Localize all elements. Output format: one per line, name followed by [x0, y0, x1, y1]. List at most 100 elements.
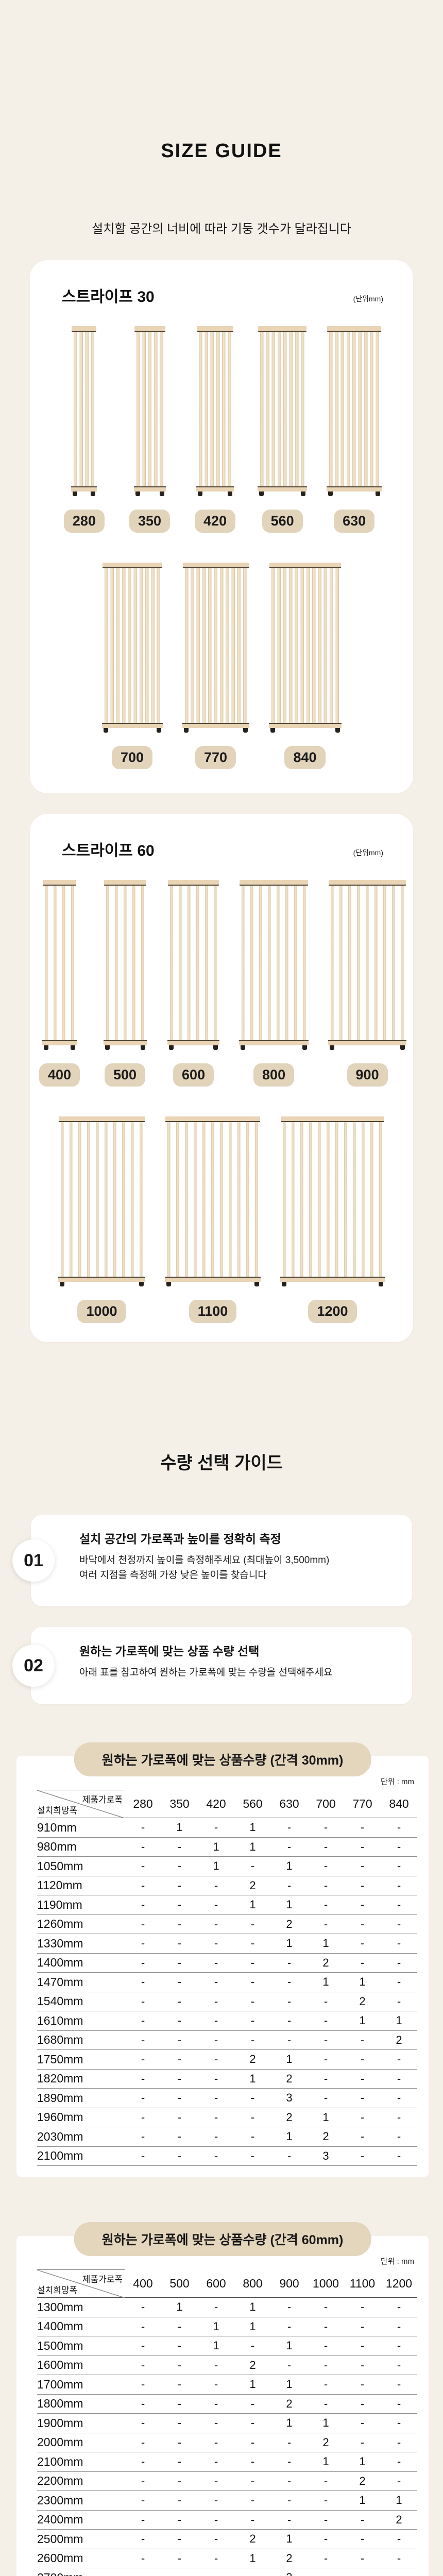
quantity-cell: - — [397, 2474, 401, 2487]
quantity-cell: 1 — [322, 2455, 329, 2468]
quantity-cell: - — [250, 2033, 255, 2046]
quantity-cell: - — [141, 2072, 145, 2085]
table-row: 1190mm - - - 1 1 - - - — [37, 1895, 417, 1915]
stripe-60-unit-note: (단위mm) — [353, 849, 383, 857]
partition-foot-right — [70, 1045, 75, 1050]
partition-slats — [170, 886, 217, 1040]
row-label: 1260mm — [37, 1917, 83, 1931]
quantity-cell: - — [250, 2149, 255, 2162]
row-label: 1050mm — [37, 1859, 83, 1873]
quantity-cell: 1 — [286, 1898, 293, 1911]
row-label: 1330mm — [37, 1936, 83, 1950]
quantity-cell: 2 — [286, 2072, 293, 2085]
quantity-cell: - — [214, 2130, 218, 2143]
quantity-cell: 1 — [359, 1975, 366, 1989]
corner-label-product-width: 제품가로폭 — [82, 1794, 123, 1805]
quantity-cell: - — [250, 1917, 255, 1930]
product-width-label: 840 — [284, 746, 326, 769]
quantity-cell: - — [360, 2149, 365, 2162]
row-label: 2500mm — [37, 2532, 83, 2546]
quantity-cell: - — [177, 1917, 182, 1930]
quantity-cell: - — [287, 2455, 292, 2468]
quantity-cell: - — [397, 2358, 401, 2371]
quantity-cell: - — [397, 1878, 401, 1892]
partition-top-bar — [72, 326, 97, 332]
quantity-cell: 1 — [286, 2416, 293, 2430]
quantity-cell: - — [287, 2474, 292, 2487]
quantity-cell: 1 — [396, 2014, 402, 2027]
partition-foot-right — [301, 492, 306, 496]
quantity-cell: - — [323, 2474, 328, 2487]
product-width-label: 420 — [195, 510, 236, 533]
table-row: 1540mm - - - - - - 2 - — [37, 1992, 417, 2011]
quantity-cell: - — [397, 1956, 401, 1969]
partition-top-bar — [240, 880, 309, 886]
quantity-cell: - — [214, 2378, 218, 2391]
quantity-cell: - — [177, 2072, 182, 2085]
quantity-cell: - — [250, 2435, 255, 2449]
quantity-cell: - — [214, 2416, 218, 2430]
quantity-cell: - — [360, 2513, 365, 2526]
partition-image — [239, 880, 309, 1050]
quantity-cell: - — [397, 2149, 401, 2162]
table-row: 1400mm - - - - - 2 - - — [37, 1954, 417, 1973]
partition-image — [268, 563, 342, 733]
quantity-cell: - — [177, 1994, 182, 2008]
quantity-cell: - — [214, 1821, 218, 1834]
table-header-row: 제품가로폭 설치희망폭 280 350 420 560 630 700 770 840 — [37, 1789, 417, 1818]
partition-slats — [61, 1122, 143, 1277]
corner-label-desired-width: 설치희망폭 — [37, 2285, 78, 2295]
quantity-cell: - — [214, 2435, 218, 2449]
partition-image — [258, 326, 308, 496]
partition-foot-left — [328, 492, 333, 496]
step-2-card: 02 원하는 가로폭에 맞는 상품 수량 선택 아래 표를 참고하여 원하는 가… — [12, 1627, 412, 1704]
table-column-header: 1100 — [349, 2276, 376, 2290]
row-label: 1400mm — [37, 1956, 83, 1970]
partition-top-bar — [102, 563, 162, 568]
quantity-table-30mm-unit: 단위 : mm — [380, 1777, 414, 1786]
quantity-cell: - — [287, 1956, 292, 1969]
partition-foot-left — [282, 1282, 286, 1286]
quantity-cell: - — [177, 1956, 182, 1969]
step-1-card: 01 설치 공간의 가로폭과 높이를 정확히 측정 바닥에서 천정까지 높이를 … — [12, 1515, 412, 1606]
step-2-number-badge: 02 — [12, 1645, 55, 1687]
partition-image — [167, 880, 220, 1050]
quantity-cell: 1 — [322, 1937, 329, 1950]
quantity-cell: - — [177, 1840, 182, 1853]
quantity-cell: - — [287, 2435, 292, 2449]
quantity-cell: - — [360, 2130, 365, 2143]
quantity-cell: - — [141, 2532, 145, 2546]
partition-foot-left — [135, 492, 140, 496]
quantity-cell: - — [323, 2494, 328, 2507]
product-width-label: 800 — [253, 1063, 295, 1087]
partition-foot-right — [335, 728, 340, 733]
table-row: 1890mm - - - - 3 - - - — [37, 2089, 417, 2108]
quantity-cell: - — [141, 2319, 145, 2333]
row-label: 1800mm — [37, 2397, 83, 2411]
quantity-cell: - — [323, 2319, 328, 2333]
partition-image — [327, 326, 382, 496]
quantity-cell: - — [323, 2300, 328, 2314]
quantity-cell: - — [344, 2571, 381, 2576]
partition-foot-right — [91, 492, 96, 496]
stripe-30-title: 스트라이프 30 — [62, 289, 155, 306]
partition-slats — [331, 886, 404, 1040]
table-row: 2000mm - - - - - 2 - - — [37, 2433, 417, 2452]
quantity-cell: - — [287, 2300, 292, 2314]
product-row: 700 770 840 — [30, 563, 413, 769]
partition-top-bar — [258, 326, 307, 332]
quantity-cell: - — [250, 1956, 255, 1969]
row-label: 1470mm — [37, 1975, 83, 1989]
partition-image — [182, 563, 249, 733]
quantity-cell: - — [323, 2339, 328, 2352]
quantity-cell: 1 — [249, 1840, 256, 1853]
partition-foot-left — [166, 1282, 171, 1286]
product-item: 400 — [39, 880, 80, 1087]
partition-top-bar — [327, 326, 382, 332]
stripe-30-header: 스트라이프 30 (단위mm) — [30, 260, 413, 307]
quantity-cell: - — [287, 2014, 292, 2027]
quantity-cell: - — [323, 2091, 328, 2105]
table-row: 1800mm - - - - 2 - - - — [37, 2395, 417, 2414]
page-subtitle: 설치할 공간의 너비에 따라 기둥 갯수가 달라집니다 — [92, 222, 351, 236]
product-width-label: 630 — [334, 510, 375, 533]
